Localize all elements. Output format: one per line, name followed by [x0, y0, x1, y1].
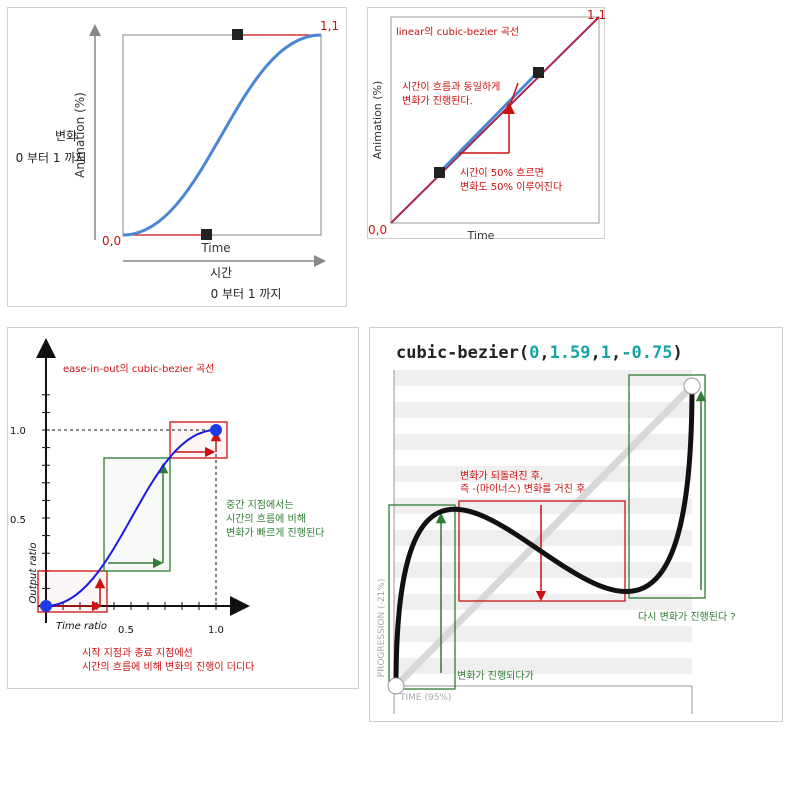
start-box [388, 504, 456, 690]
panel-ease-in-out: ease-in-out의 cubic-bezier 곡선 1.0 0.5 0.5… [7, 327, 359, 689]
bottom-label-2: 0 부터 1 까지 [211, 287, 282, 301]
y-tick-1: 1.0 [10, 426, 26, 437]
plot-stripe [394, 594, 692, 610]
start-point [40, 600, 52, 612]
plot-stripe [394, 674, 692, 686]
bezier-curve [393, 385, 695, 687]
bottom-label-1: 시간 [210, 266, 232, 280]
x-axis-label: Time ratio [56, 621, 107, 632]
custom-bezier-diagram: cubic-bezier(0,1.59,1,-0.75) 변화가 되돌려진 후,… [377, 343, 736, 714]
origin-label: 0,0 [102, 234, 121, 248]
note-right: 다시 변화가 진행된다 ? [638, 611, 736, 623]
note-top-2: 변화가 진행된다. [402, 95, 473, 107]
end-handle[interactable] [683, 377, 701, 395]
chart-title: ease-in-out의 cubic-bezier 곡선 [63, 363, 214, 375]
ease-curve [122, 33, 322, 237]
y-axis-label: Animation (%) [73, 92, 87, 178]
y-axis-label: Animation (%) [371, 81, 384, 160]
x-tick-1: 1.0 [208, 625, 224, 636]
y-axis-label: Output ratio [28, 543, 39, 604]
plot-stripe [394, 514, 692, 530]
linear-curve-diagram: linear의 cubic-bezier 곡선 시간이 흐름과 동일하게 변화가… [368, 8, 606, 240]
control-diagonal [390, 16, 600, 224]
note-mid-2: 변화도 50% 이루어진다 [460, 181, 562, 193]
plot-stripe [394, 434, 692, 450]
panel-custom-bezier: cubic-bezier(0,1.59,1,-0.75) 변화가 되돌려진 후,… [369, 327, 783, 722]
plot-stripe [394, 642, 692, 658]
linear-curve [437, 70, 540, 175]
plot-stripe [394, 402, 692, 418]
plot-stripe [394, 418, 692, 434]
chart-title: linear의 cubic-bezier 곡선 [396, 26, 519, 38]
note-mid-2: 즉 -(마이너스) 변화를 거친 후 [460, 483, 585, 495]
x-axis-label: Time [467, 229, 495, 240]
note-left: 변화가 진행되다가 [457, 670, 534, 682]
note-mid-1: 시간이 50% 흐르면 [460, 167, 544, 179]
end-label: 1,1 [320, 19, 339, 33]
control-point-1 [434, 167, 445, 178]
control-point-2 [232, 29, 243, 40]
y-tick-05: 0.5 [10, 515, 26, 526]
plot-stripe [394, 626, 692, 642]
linear-reference [393, 383, 695, 689]
plot-stripe [394, 370, 692, 386]
control-point-1 [201, 229, 212, 240]
plot-stripe [394, 466, 692, 482]
control-point-2 [533, 67, 544, 78]
origin-label: 0,0 [368, 223, 387, 237]
start-handle[interactable] [387, 677, 405, 695]
note-mid-1: 변화가 되돌려진 후, [460, 470, 543, 482]
plot-stripe [394, 386, 692, 402]
x-axis-label: Time [200, 241, 230, 255]
plot-stripe [394, 658, 692, 674]
function-title: cubic-bezier(0,1.59,1,-0.75) [396, 343, 683, 363]
note-top-1: 시간이 흐름과 동일하게 [402, 80, 500, 93]
end-box [628, 374, 706, 599]
note-mid-3: 변화가 빠르게 진행된다 [226, 527, 324, 539]
left-label-2: 0 부터 1 까지 [16, 151, 87, 165]
note-bottom-2: 시간의 흐름에 비해 변화의 진행이 더디다 [82, 660, 254, 673]
note-bottom-1: 시작 지점과 종료 지점에선 [82, 647, 193, 659]
panel-linear-curve: linear의 cubic-bezier 곡선 시간이 흐름과 동일하게 변화가… [367, 7, 606, 240]
x-tick-05: 0.5 [118, 625, 134, 636]
plot-stripe [394, 450, 692, 466]
plot-stripes [394, 370, 692, 686]
ease-curve-diagram: Animation (%) Time 변화 0 부터 1 까지 시간 0 부터 … [16, 19, 340, 301]
plot-stripe [394, 562, 692, 578]
end-label: 1,1 [587, 8, 606, 22]
note-mid-2: 시간의 흐름에 비해 [226, 512, 306, 525]
pointer-line [508, 82, 519, 109]
left-label-1: 변화 [55, 129, 77, 143]
ease-in-out-diagram: ease-in-out의 cubic-bezier 곡선 1.0 0.5 0.5… [10, 338, 324, 673]
x-axis-label: TIME (95%) [399, 693, 452, 703]
y-axis-label: PROGRESSION (-21%) [377, 579, 387, 678]
ease-in-out-curve [45, 429, 217, 607]
end-point [210, 424, 222, 436]
note-mid-1: 중간 지점에서는 [226, 499, 294, 511]
panel-ease-curve: Animation (%) Time 변화 0 부터 1 까지 시간 0 부터 … [7, 7, 347, 307]
middle-box [103, 457, 171, 572]
plot-stripe [394, 482, 692, 498]
